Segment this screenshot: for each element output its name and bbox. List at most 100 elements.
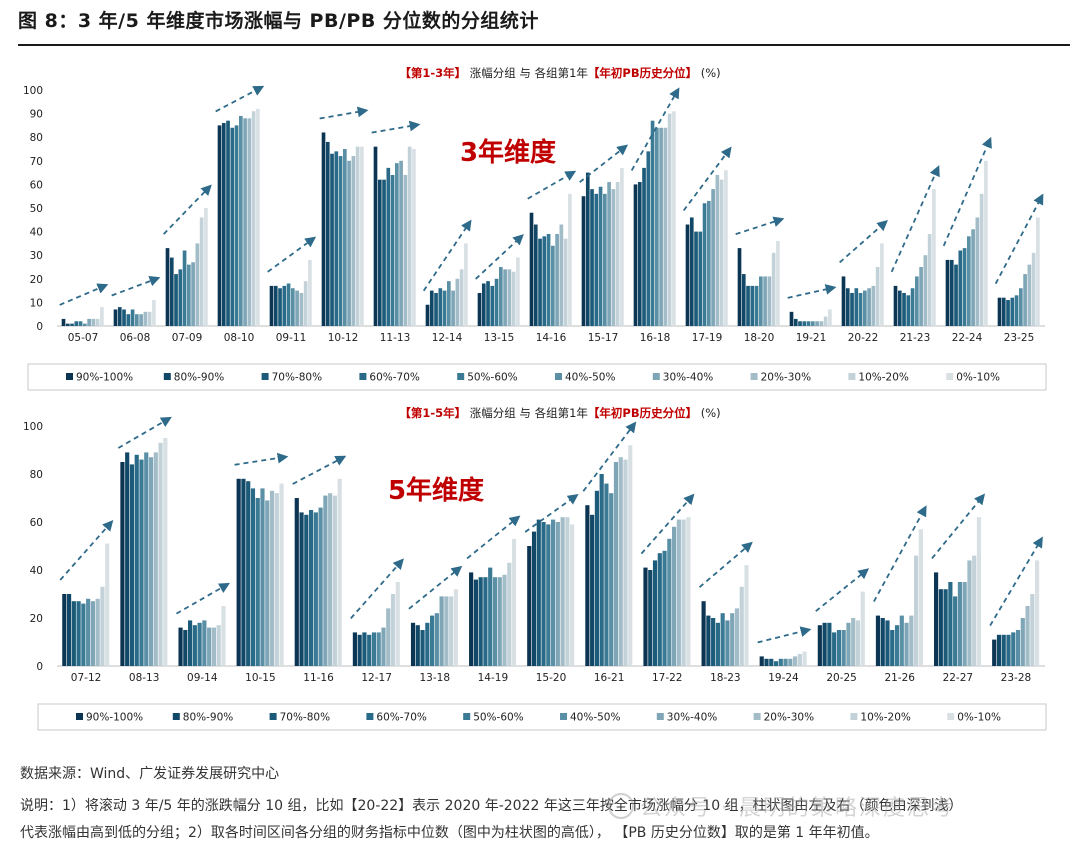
bar — [667, 113, 672, 326]
bar — [793, 318, 798, 326]
bar — [746, 285, 750, 326]
bar — [516, 257, 520, 326]
bar — [860, 591, 865, 666]
bar — [897, 290, 902, 326]
bar — [211, 627, 216, 666]
bar — [637, 182, 642, 326]
chart-title-part: (%) — [697, 406, 721, 420]
bar — [551, 519, 556, 666]
legend-swatch — [947, 713, 955, 720]
bar — [105, 543, 110, 666]
bar — [243, 118, 247, 326]
bar — [643, 567, 648, 666]
bar — [741, 274, 746, 326]
bar — [938, 589, 943, 666]
bar — [76, 601, 81, 666]
bar — [66, 594, 72, 666]
chart-dimension-label: 5年维度 — [388, 475, 484, 506]
y-tick-label: 100 — [23, 85, 43, 97]
bar — [967, 236, 971, 326]
bar — [444, 596, 449, 666]
bar — [657, 553, 662, 666]
bar — [971, 229, 975, 326]
bar — [871, 285, 876, 326]
legend-box — [27, 363, 1047, 391]
bar — [923, 255, 928, 326]
bar — [694, 231, 698, 326]
bar — [581, 196, 586, 326]
bar — [590, 514, 595, 666]
y-tick-label: 80 — [30, 469, 43, 481]
bar — [949, 259, 954, 326]
bar — [650, 120, 655, 327]
bar — [1001, 634, 1006, 666]
legend-label: 20%-30% — [761, 372, 811, 384]
bar — [783, 658, 788, 666]
bar — [412, 149, 416, 326]
bar — [933, 572, 939, 666]
bar — [885, 620, 890, 666]
bar — [497, 577, 502, 666]
bar — [390, 594, 396, 666]
bar — [585, 505, 590, 666]
bar — [256, 108, 260, 326]
legend-swatch — [366, 713, 374, 720]
bar — [303, 281, 308, 326]
bar — [1035, 560, 1040, 666]
x-tick-label: 12-17 — [361, 672, 392, 684]
bar — [798, 321, 802, 326]
trend-arrow — [215, 85, 265, 113]
bar — [332, 495, 337, 666]
bar — [113, 309, 118, 326]
bar — [65, 323, 70, 326]
bar — [910, 288, 915, 326]
x-tick-label: 08-13 — [129, 672, 160, 684]
bar — [527, 546, 532, 666]
bar — [1027, 264, 1032, 326]
x-tick-label: 20-25 — [826, 672, 857, 684]
y-tick-label: 60 — [30, 179, 43, 191]
bar — [81, 603, 86, 666]
bar — [686, 517, 691, 666]
bar — [70, 323, 74, 326]
trend-arrow — [757, 626, 812, 644]
bar — [241, 478, 246, 666]
trend-arrow — [59, 519, 114, 581]
bar — [681, 519, 686, 666]
bar — [122, 309, 126, 326]
data-source-note: 数据来源：Wind、广发证券发展研究中心 — [20, 766, 280, 782]
bar — [737, 248, 742, 326]
bar — [662, 550, 667, 666]
bar — [841, 276, 846, 326]
bar — [559, 224, 564, 326]
bar — [957, 582, 962, 666]
bar — [347, 160, 351, 326]
legend-label: 0%-10% — [956, 372, 1000, 384]
x-tick-label: 11-13 — [380, 332, 411, 344]
x-tick-label: 06-08 — [120, 332, 151, 344]
bar — [382, 179, 386, 326]
legend-label: 50%-60% — [467, 372, 517, 384]
bar — [373, 146, 378, 326]
bar — [273, 285, 278, 326]
bar — [880, 618, 885, 666]
trend-arrow — [234, 452, 289, 466]
bar — [932, 189, 936, 326]
x-tick-label: 21-26 — [884, 672, 915, 684]
bar — [972, 555, 977, 666]
bar — [61, 318, 66, 326]
bar — [192, 625, 197, 666]
bar — [867, 288, 871, 326]
y-tick-label: 0 — [36, 661, 43, 673]
bar — [841, 630, 846, 666]
bar — [62, 594, 67, 666]
explanation-line-2: 代表涨幅由高到低的分组；2）取各时间区间各分组的财务指标中位数（图中为柱状图的高… — [20, 825, 879, 841]
bar — [74, 321, 79, 326]
bar — [492, 577, 498, 666]
bar — [563, 238, 568, 326]
bar — [199, 217, 204, 326]
bar — [819, 321, 824, 326]
bar — [698, 231, 703, 326]
bar — [776, 241, 780, 326]
bar — [546, 233, 551, 326]
